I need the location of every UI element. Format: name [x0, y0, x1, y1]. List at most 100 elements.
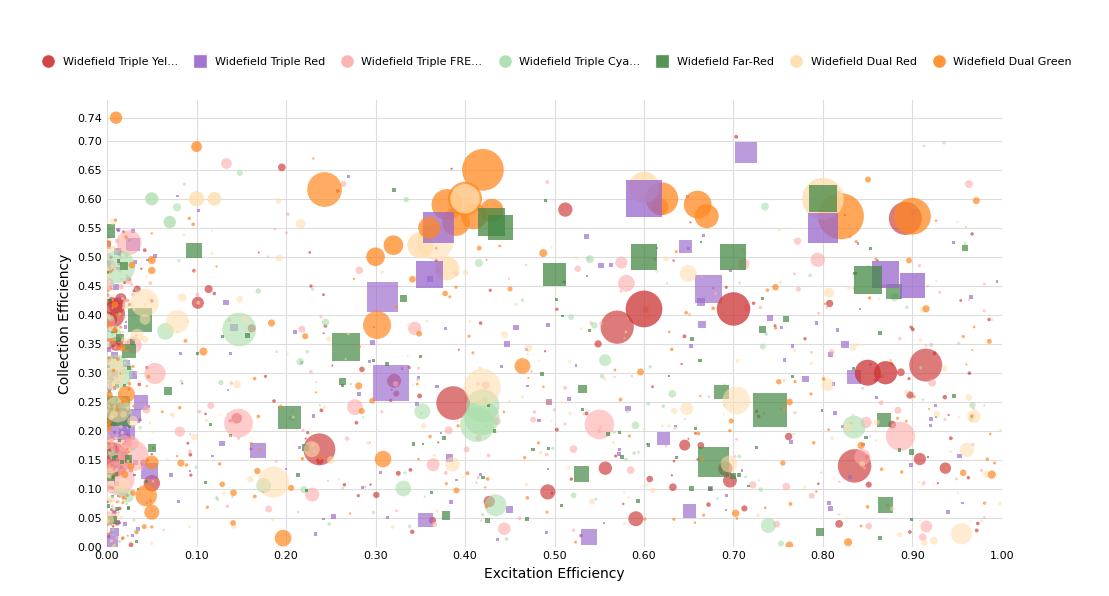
Point — [125, 305, 143, 314]
Point — [777, 314, 795, 324]
Point — [291, 443, 308, 452]
Point — [126, 257, 144, 267]
Point — [173, 378, 191, 388]
Point — [537, 195, 554, 205]
Point — [263, 318, 281, 328]
Point — [105, 353, 123, 362]
Point — [104, 419, 122, 429]
Point — [189, 349, 206, 359]
Point — [397, 195, 415, 204]
Point — [830, 510, 847, 519]
Point — [914, 532, 932, 542]
Point — [126, 410, 144, 420]
Point — [836, 340, 854, 349]
Point — [143, 479, 161, 488]
Point — [123, 260, 141, 270]
Point — [960, 179, 978, 189]
Point — [756, 202, 774, 212]
Point — [530, 438, 548, 448]
Point — [124, 240, 142, 249]
Point — [986, 458, 1004, 468]
Point — [113, 343, 131, 353]
Point — [273, 163, 291, 172]
Point — [103, 461, 121, 470]
Point — [440, 453, 458, 462]
Point — [877, 368, 895, 377]
Point — [530, 356, 548, 366]
Point — [109, 381, 126, 390]
Point — [904, 325, 922, 334]
Point — [724, 304, 742, 313]
Point — [103, 330, 121, 339]
Point — [105, 325, 123, 335]
Point — [660, 371, 678, 381]
Point — [630, 317, 648, 327]
Point — [607, 451, 624, 461]
Point — [891, 293, 908, 303]
Point — [694, 510, 712, 520]
Point — [904, 212, 922, 221]
Point — [104, 542, 122, 551]
Point — [543, 443, 561, 453]
Point — [539, 464, 557, 474]
Point — [272, 402, 289, 411]
Point — [106, 343, 124, 352]
Point — [871, 533, 888, 543]
Point — [823, 347, 841, 357]
Point — [349, 381, 367, 390]
Point — [513, 361, 531, 371]
Point — [615, 519, 633, 528]
Point — [124, 417, 142, 426]
Point — [99, 296, 116, 306]
Point — [820, 425, 837, 434]
Point — [106, 373, 124, 383]
Point — [460, 331, 478, 341]
Point — [457, 268, 475, 277]
Point — [108, 339, 125, 348]
Point — [113, 462, 131, 472]
Point — [187, 142, 205, 151]
Point — [700, 284, 718, 294]
Point — [903, 514, 920, 524]
Point — [754, 342, 772, 351]
Point — [103, 436, 121, 446]
Point — [978, 454, 996, 464]
Point — [421, 275, 439, 284]
Point — [121, 236, 139, 246]
Point — [115, 371, 133, 381]
Point — [106, 282, 124, 291]
Point — [840, 538, 857, 547]
Point — [111, 486, 129, 496]
Point — [635, 194, 653, 204]
Point — [99, 257, 116, 267]
Point — [680, 434, 698, 443]
Point — [111, 249, 129, 259]
Point — [103, 411, 121, 421]
Point — [852, 521, 869, 530]
Point — [739, 303, 756, 312]
Point — [440, 426, 458, 435]
Point — [109, 397, 126, 406]
Point — [875, 281, 893, 291]
Point — [693, 272, 711, 281]
Point — [106, 402, 124, 411]
Point — [128, 368, 145, 378]
Point — [298, 428, 316, 437]
Point — [138, 405, 155, 414]
Point — [740, 481, 757, 491]
Point — [109, 518, 126, 527]
Point — [847, 237, 865, 246]
Point — [665, 514, 683, 524]
Point — [105, 475, 123, 485]
Point — [657, 442, 674, 451]
Point — [134, 405, 152, 415]
Point — [334, 377, 352, 387]
Point — [144, 427, 162, 436]
Point — [108, 452, 125, 461]
Point — [110, 377, 128, 387]
Point — [298, 347, 316, 356]
Point — [721, 266, 739, 275]
Point — [785, 346, 803, 355]
Point — [442, 164, 460, 173]
Point — [111, 395, 129, 405]
